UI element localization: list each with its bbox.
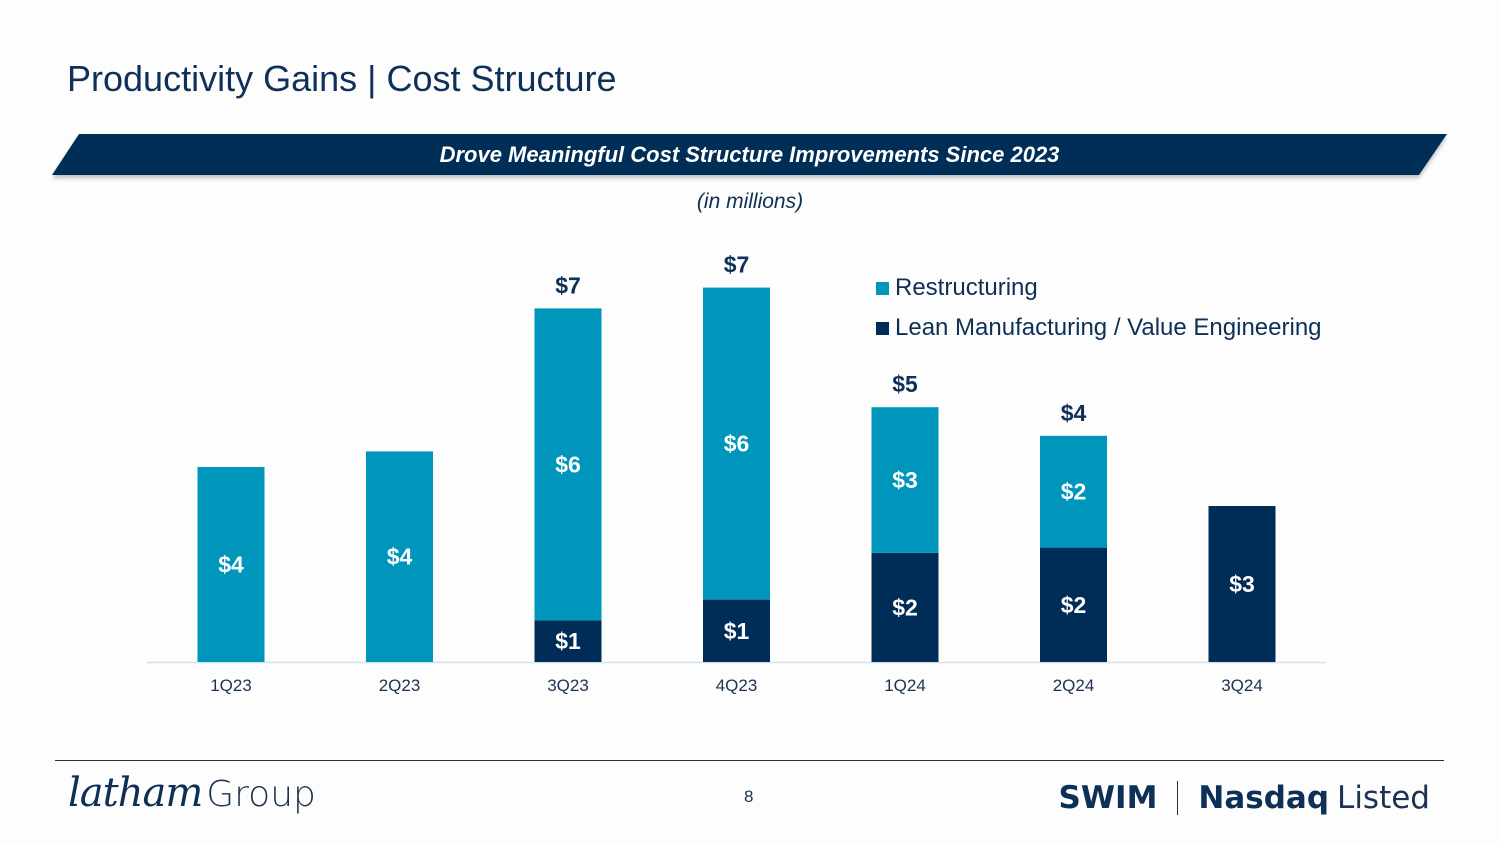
total-label-2Q24: $4 <box>1061 400 1087 426</box>
bar-restructuring-1Q24 <box>871 407 939 553</box>
legend-item-lean: Lean Manufacturing / Value Engineering <box>876 308 1322 348</box>
units-label: (in millions) <box>696 190 804 213</box>
ticker-separator <box>1177 781 1179 815</box>
chart-legend: Restructuring Lean Manufacturing / Value… <box>876 268 1322 348</box>
logo-script-text: latham <box>68 770 203 816</box>
x-tick-label-3Q24: 3Q24 <box>1221 676 1263 695</box>
total-label-4Q23: $7 <box>724 252 750 278</box>
x-tick-label-2Q23: 2Q23 <box>379 676 421 695</box>
bar-restructuring-3Q23 <box>534 308 602 621</box>
bar-label-restructuring-1Q23: $4 <box>218 552 244 578</box>
bar-restructuring-2Q23 <box>366 451 433 662</box>
bar-label-restructuring-2Q24: $2 <box>1061 479 1087 505</box>
bar-label-lean-1Q24: $2 <box>892 594 918 620</box>
total-label-3Q23: $7 <box>555 272 581 298</box>
bar-lean-2Q24 <box>1040 547 1107 662</box>
bar-lean-4Q23 <box>703 599 770 662</box>
x-tick-label-3Q23: 3Q23 <box>547 676 589 695</box>
bar-label-restructuring-1Q24: $3 <box>892 467 918 493</box>
legend-swatch-restructuring <box>876 281 889 295</box>
footer-divider <box>55 760 1444 761</box>
page-title: Productivity Gains | Cost Structure <box>67 58 617 99</box>
bar-lean-3Q24 <box>1208 506 1276 662</box>
bar-restructuring-4Q23 <box>703 287 770 600</box>
bar-restructuring-1Q23 <box>197 467 265 662</box>
legend-swatch-lean <box>876 321 889 335</box>
banner-text: Drove Meaningful Cost Structure Improvem… <box>439 142 1060 167</box>
bar-label-restructuring-3Q23: $6 <box>555 451 581 477</box>
bar-lean-1Q24 <box>871 552 939 662</box>
bar-label-lean-2Q24: $2 <box>1061 592 1087 618</box>
legend-label-lean: Lean Manufacturing / Value Engineering <box>895 314 1322 341</box>
legend-label-restructuring: Restructuring <box>895 274 1038 301</box>
exchange-name: Nasdaq <box>1198 780 1330 816</box>
bar-restructuring-2Q24 <box>1040 435 1107 548</box>
bar-label-lean-3Q24: $3 <box>1229 571 1255 597</box>
x-tick-label-1Q23: 1Q23 <box>210 676 252 695</box>
logo-group-text: Group <box>206 774 316 815</box>
bar-label-restructuring-4Q23: $6 <box>724 431 750 457</box>
banner-shape <box>52 134 1447 175</box>
bar-label-restructuring-2Q23: $4 <box>387 544 413 570</box>
ticker-symbol: SWIM <box>1058 780 1158 816</box>
x-tick-label-4Q23: 4Q23 <box>716 676 758 695</box>
total-label-1Q24: $5 <box>892 371 918 397</box>
page-number: 8 <box>744 787 754 806</box>
bar-label-lean-3Q23: $1 <box>555 628 581 654</box>
bar-label-lean-4Q23: $1 <box>724 618 750 644</box>
legend-item-restructuring: Restructuring <box>876 268 1322 308</box>
stacked-bar-chart: $4 1Q23 $4 2Q23 $1 $6 $7 3Q23 $1 $6 $7 4Q23 $2 $3 $5 1Q… <box>147 252 1326 695</box>
subtitle-banner: Drove Meaningful Cost Structure Improvem… <box>52 134 1447 175</box>
latham-group-logo: latham Group <box>68 770 316 826</box>
bar-lean-3Q23 <box>534 620 602 662</box>
x-tick-label-1Q24: 1Q24 <box>884 676 926 695</box>
x-tick-label-2Q24: 2Q24 <box>1053 676 1095 695</box>
exchange-suffix: Listed <box>1337 780 1430 816</box>
nasdaq-listing: SWIM Nasdaq Listed <box>1059 780 1430 816</box>
